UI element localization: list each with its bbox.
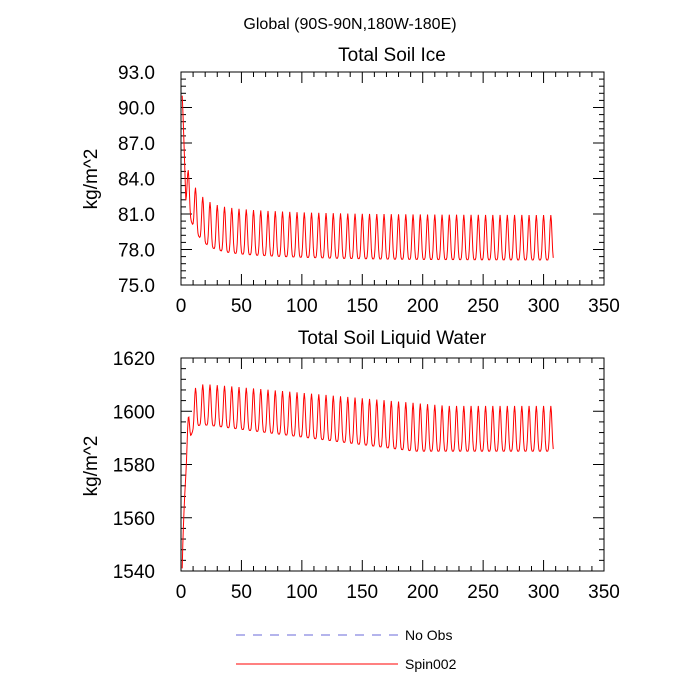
chart-title: Total Soil Liquid Water bbox=[298, 328, 487, 349]
x-tick-label: 250 bbox=[467, 582, 499, 603]
series-group bbox=[181, 384, 554, 569]
y-tick-label: 93.0 bbox=[118, 63, 155, 84]
y-tick-label: 1600 bbox=[113, 402, 155, 423]
legend-label-spin002: Spin002 bbox=[405, 656, 457, 672]
panel-total-soil-liquid-water: Total Soil Liquid Water kg/m^2 0 50 100 150… bbox=[81, 328, 620, 603]
figure-title: Global (90S-90N,180W-180E) bbox=[243, 16, 456, 33]
x-tick-label: 200 bbox=[407, 296, 439, 317]
y-axis-label: kg/m^2 bbox=[81, 436, 102, 497]
plot-frame bbox=[180, 357, 605, 572]
chart-title: Total Soil Ice bbox=[338, 45, 446, 66]
x-tick-label: 100 bbox=[286, 296, 318, 317]
x-tick-label: 100 bbox=[286, 582, 318, 603]
x-tick-label: 300 bbox=[528, 582, 560, 603]
y-tick-label: 90.0 bbox=[118, 99, 155, 120]
axis-ticks: 0 50 100 150 200 250 300 350 75.0 78.0 81.0 84.0 87.… bbox=[118, 63, 620, 317]
y-tick-label: 84.0 bbox=[118, 170, 155, 191]
x-tick-label: 200 bbox=[407, 582, 439, 603]
x-tick-label: 50 bbox=[231, 582, 252, 603]
y-tick-label: 81.0 bbox=[118, 205, 155, 226]
x-tick-label: 350 bbox=[588, 582, 620, 603]
y-tick-label: 87.0 bbox=[118, 134, 155, 155]
series-line-spin002 bbox=[181, 384, 554, 569]
series-line-spin002 bbox=[181, 95, 554, 261]
x-tick-label: 250 bbox=[467, 296, 499, 317]
plot-frame bbox=[180, 71, 605, 286]
panel-total-soil-ice: Total Soil Ice kg/m^2 0 50 100 150 200 250 300… bbox=[81, 45, 620, 317]
y-tick-label: 1620 bbox=[113, 349, 155, 370]
series-group bbox=[181, 95, 554, 261]
axis-ticks: 0 50 100 150 200 250 300 350 1540 1560 1580 1600 162… bbox=[113, 349, 620, 603]
legend-label-no-obs: No Obs bbox=[405, 627, 452, 643]
x-tick-label: 350 bbox=[588, 296, 620, 317]
x-tick-label: 0 bbox=[176, 296, 187, 317]
x-tick-label: 50 bbox=[231, 296, 252, 317]
legend: No Obs Spin002 bbox=[236, 627, 457, 672]
y-tick-label: 1540 bbox=[113, 562, 155, 583]
y-axis-label: kg/m^2 bbox=[81, 149, 102, 210]
y-tick-label: 1580 bbox=[113, 456, 155, 477]
x-tick-label: 150 bbox=[346, 582, 378, 603]
y-tick-label: 78.0 bbox=[118, 241, 155, 262]
x-tick-label: 300 bbox=[528, 296, 560, 317]
y-tick-label: 1560 bbox=[113, 509, 155, 530]
x-tick-label: 150 bbox=[346, 296, 378, 317]
y-tick-label: 75.0 bbox=[118, 276, 155, 297]
x-tick-label: 0 bbox=[176, 582, 187, 603]
